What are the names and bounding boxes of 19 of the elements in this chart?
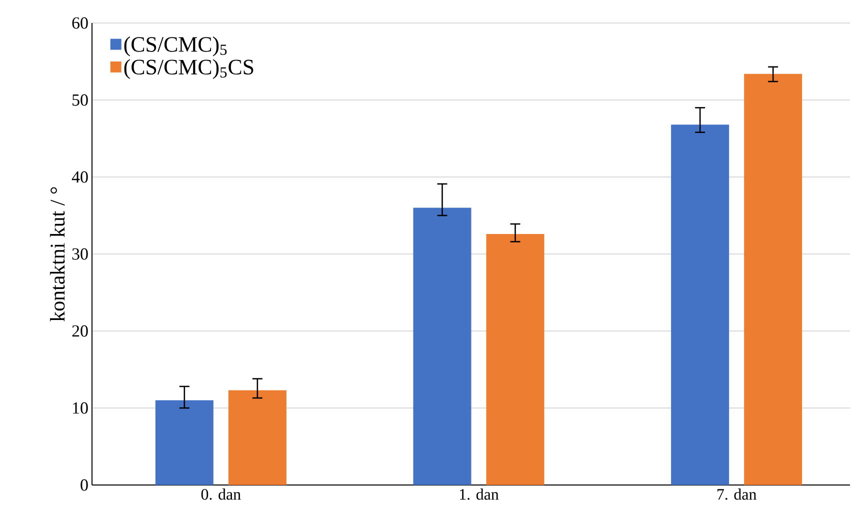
- bar: [228, 390, 286, 485]
- legend-label: (CS/CMC)$_{5}$CS: [124, 59, 254, 79]
- bar: [413, 208, 472, 485]
- bar: [744, 74, 802, 485]
- y-tick-label: 60: [72, 17, 88, 29]
- y-tick-label: 30: [72, 248, 88, 260]
- bar: [155, 400, 214, 485]
- y-tick-label: 0: [80, 479, 88, 491]
- y-tick-label: 20: [72, 325, 88, 337]
- y-tick-label: 40: [72, 171, 88, 183]
- bar: [486, 234, 544, 485]
- x-tick-label: 1. dan: [460, 488, 499, 500]
- legend-label: (CS/CMC)$_{5}$: [124, 36, 227, 56]
- x-tick-label: 7. dan: [717, 488, 756, 500]
- y-axis-title: kontaktni kut / °: [50, 187, 65, 322]
- x-tick-label: 0. dan: [201, 488, 241, 500]
- y-tick-label: 10: [73, 402, 88, 414]
- y-tick-label: 50: [72, 94, 88, 106]
- bar: [671, 124, 730, 485]
